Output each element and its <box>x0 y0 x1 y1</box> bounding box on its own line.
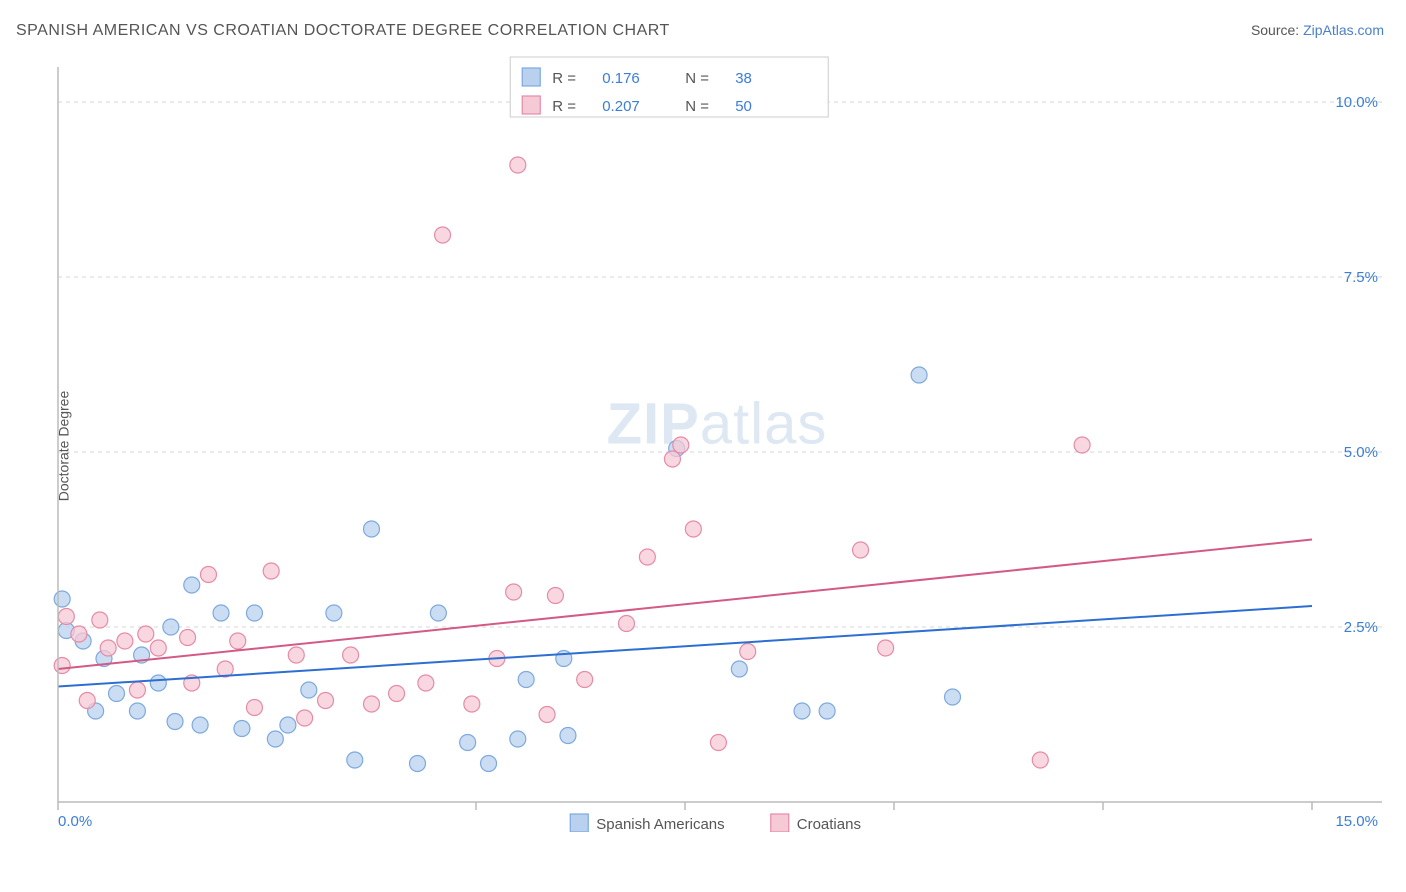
scatter-point <box>911 367 927 383</box>
scatter-point <box>731 661 747 677</box>
scatter-point <box>109 686 125 702</box>
scatter-point <box>389 686 405 702</box>
legend-r-value: 0.176 <box>602 70 640 87</box>
scatter-point <box>435 227 451 243</box>
y-tick-label: 2.5% <box>1344 619 1378 636</box>
scatter-point <box>347 752 363 768</box>
scatter-chart: 2.5% 5.0% 7.5% 10.0% ZIPatlas 0.0% 15.0% R = 0.1… <box>50 55 1384 832</box>
scatter-point <box>685 521 701 537</box>
scatter-point <box>192 717 208 733</box>
scatter-point <box>326 605 342 621</box>
scatter-point <box>301 682 317 698</box>
x-tick-label: 15.0% <box>1335 813 1378 830</box>
scatter-point <box>213 605 229 621</box>
scatter-point <box>234 721 250 737</box>
source-attribution: Source: ZipAtlas.com <box>1251 22 1384 38</box>
scatter-point <box>1074 437 1090 453</box>
scatter-point <box>673 437 689 453</box>
scatter-point <box>288 647 304 663</box>
scatter-point <box>560 728 576 744</box>
legend-n-value: 50 <box>735 98 752 115</box>
scatter-point <box>547 588 563 604</box>
scatter-point <box>267 731 283 747</box>
scatter-point <box>577 672 593 688</box>
scatter-point <box>100 640 116 656</box>
source-label: Source: <box>1251 22 1303 38</box>
scatter-point <box>150 640 166 656</box>
scatter-point <box>819 703 835 719</box>
legend-swatch <box>570 814 588 832</box>
scatter-point <box>853 542 869 558</box>
scatter-point <box>280 717 296 733</box>
legend-r-label: R = <box>552 98 576 115</box>
scatter-point <box>481 756 497 772</box>
scatter-point <box>364 521 380 537</box>
legend-series-label: Spanish Americans <box>596 816 724 832</box>
scatter-point <box>297 710 313 726</box>
legend-n-label: N = <box>685 70 709 87</box>
scatter-point <box>945 689 961 705</box>
scatter-point <box>58 609 74 625</box>
y-tick-label: 10.0% <box>1335 94 1378 111</box>
scatter-point <box>129 682 145 698</box>
legend-n-label: N = <box>685 98 709 115</box>
scatter-point <box>117 633 133 649</box>
legend-r-value: 0.207 <box>602 98 640 115</box>
legend-series-label: Croatians <box>797 816 861 832</box>
watermark: ZIPatlas <box>607 392 828 457</box>
scatter-point <box>246 700 262 716</box>
scatter-point <box>618 616 634 632</box>
scatter-point <box>430 605 446 621</box>
scatter-point <box>409 756 425 772</box>
scatter-point <box>318 693 334 709</box>
scatter-point <box>343 647 359 663</box>
scatter-point <box>364 696 380 712</box>
source-link[interactable]: ZipAtlas.com <box>1303 22 1384 38</box>
legend-swatch <box>522 96 540 114</box>
y-tick-label: 7.5% <box>1344 269 1378 286</box>
scatter-point <box>92 612 108 628</box>
scatter-point <box>794 703 810 719</box>
legend-swatch <box>771 814 789 832</box>
scatter-point <box>163 619 179 635</box>
scatter-point <box>518 672 534 688</box>
scatter-point <box>54 658 70 674</box>
scatter-point <box>246 605 262 621</box>
scatter-point <box>639 549 655 565</box>
scatter-point <box>460 735 476 751</box>
legend-n-value: 38 <box>735 70 752 87</box>
scatter-point <box>510 731 526 747</box>
scatter-point <box>740 644 756 660</box>
scatter-point <box>71 626 87 642</box>
scatter-point <box>200 567 216 583</box>
scatter-point <box>710 735 726 751</box>
scatter-point <box>150 675 166 691</box>
chart-title: SPANISH AMERICAN VS CROATIAN DOCTORATE D… <box>16 22 670 40</box>
scatter-point <box>230 633 246 649</box>
trend-line <box>58 540 1312 670</box>
scatter-point <box>167 714 183 730</box>
y-tick-label: 5.0% <box>1344 444 1378 461</box>
scatter-point <box>418 675 434 691</box>
scatter-point <box>263 563 279 579</box>
scatter-point <box>510 157 526 173</box>
scatter-point <box>464 696 480 712</box>
scatter-point <box>180 630 196 646</box>
scatter-point <box>129 703 145 719</box>
scatter-point <box>54 591 70 607</box>
scatter-point <box>1032 752 1048 768</box>
scatter-point <box>184 577 200 593</box>
scatter-point <box>79 693 95 709</box>
trend-line <box>58 606 1312 687</box>
scatter-point <box>138 626 154 642</box>
legend-r-label: R = <box>552 70 576 87</box>
scatter-point <box>539 707 555 723</box>
scatter-point <box>664 451 680 467</box>
scatter-point <box>878 640 894 656</box>
legend-swatch <box>522 68 540 86</box>
scatter-point <box>506 584 522 600</box>
x-tick-label: 0.0% <box>58 813 92 830</box>
